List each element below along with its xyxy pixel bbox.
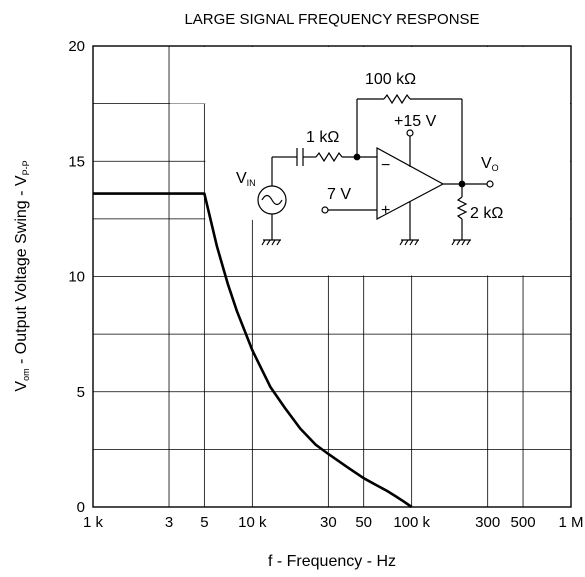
circuit-labels: 100 kΩ +15 V 1 kΩ − + VO VIN 7 V 2 kΩ (236, 71, 503, 222)
chart-title: LARGE SIGNAL FREQUENCY RESPONSE (184, 11, 479, 28)
x-tick-label: 3 (165, 514, 173, 531)
inset-backing (253, 217, 571, 276)
bias-voltage-label: 7 V (327, 186, 351, 203)
y-tick-label: 5 (77, 384, 85, 401)
x-tick-label: 5 (200, 514, 208, 531)
plot-frame (92, 45, 572, 508)
x-tick-label: 50 (355, 514, 372, 531)
output-node-label: VO (481, 155, 499, 173)
inset-backing (170, 47, 571, 104)
x-tick-label: 1 M (558, 514, 583, 531)
y-tick-label: 0 (77, 499, 85, 516)
x-tick-label: 100 k (393, 514, 430, 531)
x-tick-label: 300 (475, 514, 500, 531)
inverting-input-label: − (381, 157, 390, 174)
series-line (93, 192, 413, 509)
load-resistor (456, 196, 468, 220)
y-tick-label: 20 (68, 38, 85, 55)
y-tick-labels: 0 5 10 15 20 (68, 38, 85, 516)
x-tick-label: 30 (320, 514, 337, 531)
circuit-schematic (257, 93, 494, 246)
supply-label: +15 V (394, 113, 437, 130)
feedback-resistor (383, 93, 411, 105)
input-source-label: VIN (236, 170, 256, 188)
x-tick-label: 10 k (238, 514, 267, 531)
load-resistor-label: 2 kΩ (470, 205, 503, 222)
noninverting-input-label: + (381, 202, 390, 219)
x-axis-label: f - Frequency - Hz (268, 553, 396, 570)
x-tick-labels: 1 k 3 5 10 k 30 50 100 k 300 500 1 M (83, 514, 584, 531)
input-resistor (315, 151, 343, 163)
input-resistor-label: 1 kΩ (306, 129, 339, 146)
inset-clear-area (170, 47, 571, 276)
x-tick-label: 1 k (83, 514, 104, 531)
y-tick-label: 10 (68, 269, 85, 286)
feedback-resistor-label: 100 kΩ (365, 71, 416, 88)
y-axis-label: Vom - Output Voltage Swing - VP-P (13, 160, 31, 391)
y-tick-label: 15 (68, 153, 85, 170)
x-tick-label: 500 (511, 514, 536, 531)
